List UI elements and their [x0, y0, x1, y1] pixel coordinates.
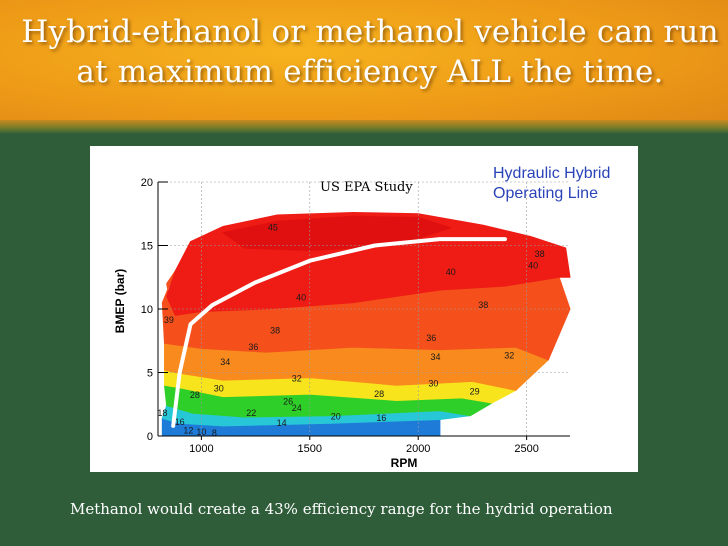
- contour-label: 30: [214, 384, 224, 394]
- operating-line-group: [171, 237, 507, 428]
- contour-label: 29: [470, 386, 480, 396]
- y-tick-label: 20: [141, 177, 153, 189]
- contour-label: 38: [478, 300, 488, 310]
- x-tick-label: 1500: [298, 443, 322, 455]
- contour-labels: 45 40 40 40 38 39 38 38 36 36 34 34 32 32 30 30 29 28 28 26…: [157, 222, 544, 438]
- contour-label: 34: [220, 357, 230, 367]
- contour-label: 32: [504, 351, 514, 361]
- contour-label: 10: [196, 427, 206, 437]
- chart-axes: 0 5 10 15 20 1000 1500 2000 2500 RPM BMEP (bar): [113, 177, 570, 470]
- operating-line-annotation: Hydraulic Hybrid Operating Line: [493, 165, 611, 202]
- chart-panel: 0 5 10 15 20 1000 1500 2000 2500 RPM BMEP (bar) 45…: [90, 146, 638, 472]
- contour-label: 40: [296, 292, 306, 302]
- contour-label: 14: [277, 418, 287, 428]
- slide-title: Hybrid-ethanol or methanol vehicle can r…: [21, 14, 719, 90]
- title-banner: [0, 0, 728, 128]
- x-axis-label: RPM: [391, 456, 418, 470]
- contour-label: 12: [183, 426, 193, 436]
- contour-label: 28: [374, 389, 384, 399]
- contour-label: 16: [175, 417, 185, 427]
- contour-label: 39: [164, 315, 174, 325]
- contour-label: 20: [331, 412, 341, 422]
- contour-label: 24: [292, 403, 302, 413]
- operating-line: [171, 237, 507, 428]
- contour-label: 34: [431, 352, 441, 362]
- contour-label: 38: [270, 325, 280, 335]
- contour-label: 28: [190, 390, 200, 400]
- x-tick-label: 1000: [189, 443, 213, 455]
- contour-label: 45: [268, 222, 278, 232]
- x-tick-label: 2000: [406, 443, 430, 455]
- contour-label: 26: [283, 396, 293, 406]
- slide-caption: Methanol would create a 43% efficiency r…: [70, 500, 613, 518]
- contour-label: 32: [292, 374, 302, 384]
- chart-title: US EPA Study: [320, 180, 413, 195]
- contour-label: 16: [376, 413, 386, 423]
- y-tick-label: 15: [141, 241, 153, 253]
- contour-label: 18: [157, 408, 167, 418]
- contour-label: 36: [248, 342, 258, 352]
- contour-label: 30: [428, 379, 438, 389]
- y-axis-label: BMEP (bar): [113, 269, 127, 333]
- y-tick-label: 0: [147, 431, 153, 443]
- y-tick-label: 5: [147, 368, 153, 380]
- contour-label: 8: [212, 428, 217, 438]
- contour-label: 40: [528, 261, 538, 271]
- contour-label: 40: [446, 267, 456, 277]
- y-tick-label: 10: [141, 304, 153, 316]
- contour-label: 38: [535, 249, 545, 259]
- x-tick-label: 2500: [514, 443, 538, 455]
- efficiency-map-chart: 0 5 10 15 20 1000 1500 2000 2500 RPM BMEP (bar) 45…: [113, 177, 571, 470]
- contour-label: 22: [246, 408, 256, 418]
- banner-edge: [0, 120, 728, 134]
- contour-label: 36: [426, 333, 436, 343]
